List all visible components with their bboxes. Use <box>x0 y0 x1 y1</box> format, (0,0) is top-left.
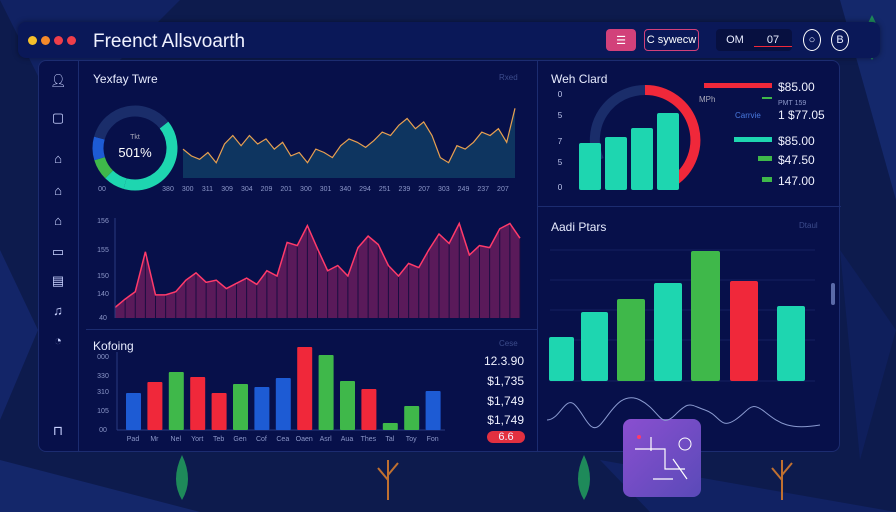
audit-title: Aadi Ptars <box>551 220 607 234</box>
audit-action[interactable]: Dtaul <box>799 221 818 230</box>
house-icon[interactable]: ⌂ <box>54 183 62 198</box>
gauge-label: MPh <box>699 95 716 104</box>
circle-icon[interactable]: ○ <box>803 29 821 51</box>
web-card-title: Weh Clard <box>551 72 608 86</box>
list-icon[interactable]: ▤ <box>51 273 65 288</box>
summary-4: $1,749 <box>487 413 524 427</box>
summary-1: 12.3.90 <box>483 354 524 368</box>
title-bar: Freenct Allsvoarth ☰ C sywecw OM 07 ○ B <box>18 22 880 58</box>
summary-2: $1,735 <box>487 374 524 388</box>
window-dot[interactable] <box>41 36 50 45</box>
view-button[interactable]: C sywecw <box>644 29 699 51</box>
trend-title: Yexfay Twre <box>93 72 158 86</box>
bars-action[interactable]: Cese <box>499 339 518 348</box>
window-controls[interactable] <box>28 36 76 45</box>
menu-button[interactable]: ☰ <box>606 29 636 51</box>
bars-title: Kofoing <box>93 339 134 353</box>
window-dot[interactable] <box>54 36 63 45</box>
counter-a[interactable]: OM <box>726 34 744 46</box>
window-dot[interactable] <box>28 36 37 45</box>
app-title: Freenct Allsvoarth <box>93 31 246 52</box>
scrollbar[interactable] <box>831 283 835 305</box>
trend-action[interactable]: Rxed <box>499 73 518 82</box>
window-dot[interactable] <box>67 36 76 45</box>
leaf-icon <box>578 455 590 500</box>
sidebar: 👤︎ ▢ ⌂ ⌂ ⌂ ▭ ▤ ♫ ◔ ⊓ <box>39 61 79 451</box>
app-tile-icon[interactable] <box>623 419 701 497</box>
clock-icon[interactable]: ◔ <box>54 333 62 348</box>
gallery-icon[interactable]: ⌂ <box>54 213 62 228</box>
leaf-icon <box>176 455 188 500</box>
image-icon[interactable]: ▢ <box>51 110 65 125</box>
menu-icon: ☰ <box>616 34 626 47</box>
dashboard: 👤︎ ▢ ⌂ ⌂ ⌂ ▭ ▤ ♫ ◔ ⊓ Yexfay Twre Rxed We… <box>38 60 841 497</box>
link-icon[interactable]: ♫ <box>53 303 63 318</box>
user-icon[interactable]: 👤︎ <box>50 73 67 88</box>
chat-icon[interactable]: ▭ <box>51 244 65 259</box>
home-icon[interactable]: ⌂ <box>54 151 62 166</box>
summary-3: $1,749 <box>487 394 524 408</box>
bag-icon[interactable]: ⊓ <box>52 423 64 438</box>
counter-b[interactable]: 07 <box>754 34 792 47</box>
summary-badge[interactable]: 6.6 <box>487 431 525 443</box>
badge-icon[interactable]: B <box>831 29 849 51</box>
